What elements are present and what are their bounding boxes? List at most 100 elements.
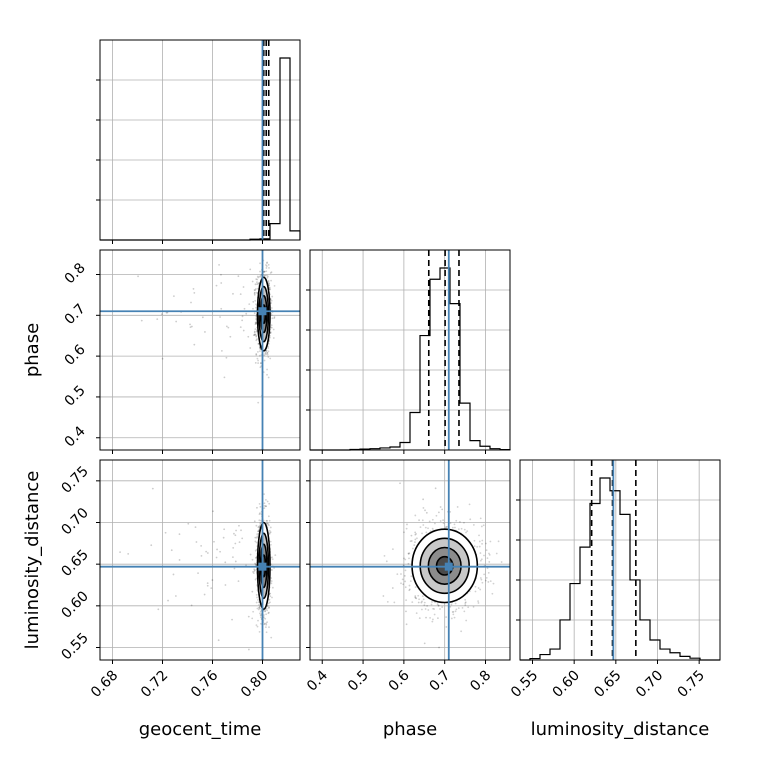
hist-panel-phase bbox=[306, 250, 511, 454]
sample-point bbox=[266, 261, 269, 264]
sample-point bbox=[267, 350, 270, 353]
sample-point bbox=[252, 307, 254, 310]
sample-point bbox=[269, 595, 272, 598]
sample-point bbox=[267, 263, 270, 266]
sample-point bbox=[266, 373, 268, 376]
sample-point bbox=[254, 557, 257, 559]
sample-point bbox=[251, 558, 254, 561]
sample-point bbox=[259, 522, 262, 524]
sample-point bbox=[434, 522, 436, 525]
sample-point bbox=[477, 602, 480, 604]
sample-point bbox=[127, 552, 130, 555]
sample-point bbox=[258, 519, 261, 522]
sample-point bbox=[248, 303, 251, 306]
sample-point bbox=[268, 611, 270, 614]
sample-point bbox=[396, 573, 399, 576]
sample-point bbox=[257, 362, 260, 364]
sample-point bbox=[421, 608, 423, 611]
sample-point bbox=[253, 568, 256, 571]
sample-point bbox=[224, 561, 227, 564]
sample-point bbox=[259, 350, 261, 353]
sample-point bbox=[264, 610, 266, 613]
sample-point bbox=[270, 582, 273, 585]
sample-point bbox=[256, 338, 258, 340]
sample-point bbox=[253, 293, 256, 296]
sample-point bbox=[424, 509, 426, 512]
sample-point bbox=[257, 601, 260, 604]
sample-point bbox=[268, 598, 271, 601]
sample-point bbox=[254, 569, 256, 572]
sample-point bbox=[270, 299, 273, 302]
sample-point bbox=[481, 542, 483, 545]
sample-point bbox=[414, 538, 417, 541]
sample-point bbox=[437, 617, 439, 620]
sample-point bbox=[256, 291, 258, 294]
sample-point bbox=[473, 545, 476, 548]
sample-point bbox=[259, 512, 261, 515]
sample-point bbox=[445, 616, 448, 618]
sample-point bbox=[258, 603, 260, 606]
sample-point bbox=[486, 557, 489, 560]
sample-point bbox=[255, 564, 257, 567]
sample-point bbox=[415, 532, 417, 535]
sample-point bbox=[255, 334, 258, 337]
sample-point bbox=[265, 607, 268, 610]
sample-point bbox=[269, 526, 272, 529]
sample-point bbox=[418, 519, 420, 522]
scatter-panel-geocent-time-vs-phase bbox=[96, 250, 300, 454]
sample-point bbox=[463, 528, 466, 531]
sample-point bbox=[489, 540, 492, 543]
sample-point bbox=[442, 522, 445, 525]
sample-point bbox=[119, 551, 121, 554]
sample-point bbox=[266, 353, 269, 356]
sample-point bbox=[269, 288, 272, 291]
sample-point bbox=[219, 550, 221, 553]
sample-point bbox=[434, 487, 437, 490]
sample-point bbox=[264, 617, 267, 620]
sample-point bbox=[265, 623, 268, 626]
sample-point bbox=[273, 317, 276, 319]
sample-point bbox=[488, 553, 491, 556]
sample-point bbox=[265, 522, 268, 525]
sample-point bbox=[265, 264, 267, 266]
sample-point bbox=[267, 280, 270, 283]
sample-point bbox=[257, 342, 260, 345]
sample-point bbox=[259, 612, 261, 615]
sample-point bbox=[238, 541, 241, 543]
sample-point bbox=[253, 334, 256, 336]
sample-point bbox=[264, 505, 267, 508]
sample-point bbox=[385, 560, 388, 563]
sample-point bbox=[217, 639, 220, 642]
sample-point bbox=[418, 598, 421, 601]
sample-point bbox=[265, 267, 268, 269]
sample-point bbox=[268, 519, 271, 522]
sample-point bbox=[254, 562, 256, 565]
sample-point bbox=[262, 616, 265, 619]
sample-point bbox=[480, 558, 483, 561]
sample-point bbox=[167, 599, 169, 602]
sample-point bbox=[436, 603, 439, 606]
sample-point bbox=[215, 556, 218, 559]
sample-point bbox=[193, 343, 196, 346]
sample-point bbox=[488, 561, 491, 563]
sample-point bbox=[408, 588, 411, 591]
sample-point bbox=[253, 570, 256, 573]
sample-point bbox=[483, 554, 485, 557]
sample-point bbox=[453, 616, 456, 619]
sample-point bbox=[268, 606, 270, 609]
sample-point bbox=[272, 328, 275, 331]
sample-point bbox=[491, 592, 494, 595]
sample-point bbox=[473, 539, 476, 542]
sample-point bbox=[227, 326, 230, 329]
sample-point bbox=[255, 536, 258, 539]
sample-point bbox=[485, 549, 488, 552]
sample-point bbox=[485, 542, 487, 545]
sample-point bbox=[266, 605, 269, 608]
sample-point bbox=[429, 616, 431, 619]
sample-point bbox=[218, 263, 220, 266]
panels-layer: 0.68 0.72 0.76 0.80 0.4 0.5 0.6 0.7 0.8 0.55 0.60 0… bbox=[58, 39, 721, 701]
sample-point bbox=[404, 558, 407, 561]
sample-point bbox=[195, 541, 198, 543]
sample-point bbox=[459, 521, 461, 523]
